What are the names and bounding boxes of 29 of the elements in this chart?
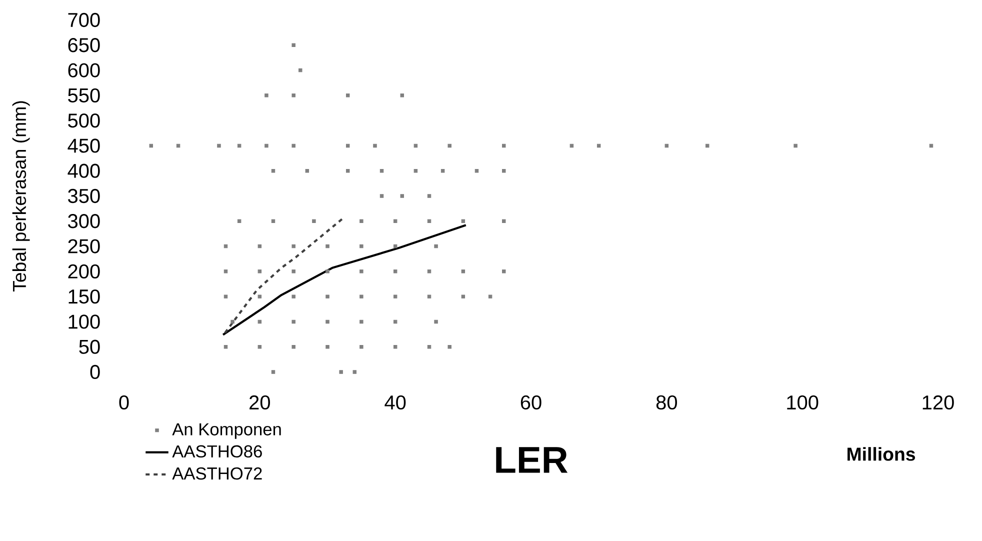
legend-label: AASTHO72 [172, 467, 262, 480]
y-tick-label: 450 [68, 138, 100, 153]
y-tick-label: 600 [68, 63, 100, 78]
y-axis-title: Tebal perkerasan (mm) [12, 101, 30, 292]
y-tick-label: 350 [68, 188, 100, 204]
x-tick-label: 20 [250, 395, 270, 410]
y-tick-label: 550 [68, 88, 100, 102]
y-tick-label: 250 [68, 239, 100, 254]
x-tick-label: 60 [520, 395, 542, 410]
y-tick-label: 300 [68, 214, 100, 228]
y-tick-label: 200 [68, 264, 100, 278]
y-tick-label: 400 [68, 164, 100, 178]
y-tick-label: 150 [68, 289, 100, 304]
y-tick-label: 500 [68, 113, 100, 128]
line-series [222, 224, 467, 336]
x-tick-label: 120 [922, 395, 954, 410]
x-tick-label: 80 [656, 395, 677, 410]
x-axis-title: LER [496, 447, 568, 473]
legend-label: An Komponen [172, 423, 281, 439]
text: Millions [848, 447, 916, 461]
y-tick-label: 0 [90, 364, 100, 380]
x-tick-label: 100 [787, 395, 818, 410]
legend-label: AASTHO86 [172, 445, 262, 458]
y-tick-label: 700 [68, 12, 100, 28]
x-tick-label: 40 [384, 395, 406, 410]
y-tick-label: 650 [68, 38, 100, 52]
x-tick-label: 0 [119, 395, 129, 410]
y-tick-label: 100 [68, 314, 100, 329]
y-tick-label: 50 [79, 340, 100, 354]
